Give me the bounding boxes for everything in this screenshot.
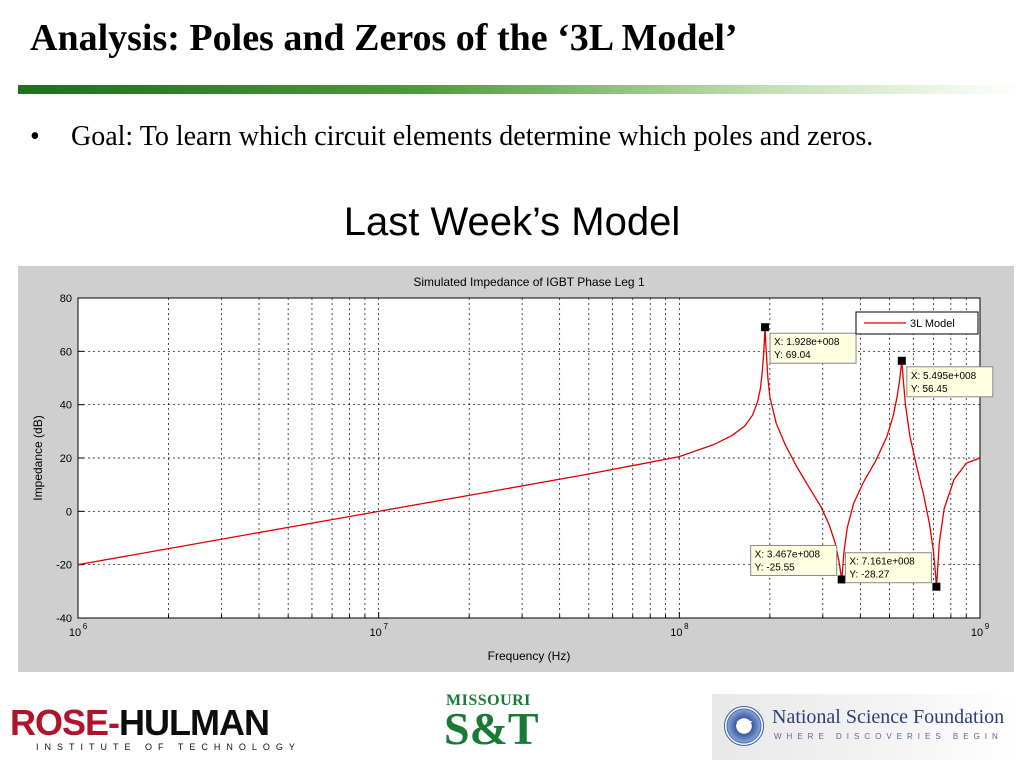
datatip-marker	[837, 575, 846, 584]
y-tick-label: 60	[60, 346, 72, 358]
series-layer	[77, 327, 981, 587]
y-tick-label: 40	[60, 400, 72, 412]
datatip-y-label: Y: 56.45	[911, 384, 948, 395]
datatip-x-label: X: 1.928e+008	[774, 337, 840, 348]
x-tick-exponent: 9	[985, 622, 990, 631]
x-tick-exponent: 7	[383, 622, 388, 631]
y-tick-label: 20	[60, 453, 72, 465]
datatip-box	[844, 552, 932, 584]
x-tick-exponent: 6	[83, 622, 88, 631]
rose-hulman-subtitle: INSTITUTE OF TECHNOLOGY	[36, 742, 301, 752]
rose-hulman-logo: ROSE-HULMAN INSTITUTE OF TECHNOLOGY	[10, 704, 295, 754]
nsf-seal-text: NSF	[736, 720, 752, 729]
rose-hulman-wordmark-red: ROSE-	[10, 702, 120, 743]
datatip-x-label: X: 3.467e+008	[755, 549, 821, 560]
title-rule	[18, 85, 1022, 94]
rose-hulman-wordmark: ROSE-HULMAN	[10, 702, 270, 743]
nsf-tagline: WHERE DISCOVERIES BEGIN	[774, 732, 1003, 741]
st-wordmark: S&T	[444, 703, 539, 754]
legend-box	[855, 311, 979, 335]
datatip-marker	[897, 356, 906, 365]
slide-title: Analysis: Poles and Zeros of the ‘3L Mod…	[30, 17, 738, 59]
legend-label: 3L Model	[910, 318, 955, 330]
datatip-marker	[932, 582, 941, 591]
x-tick-label: 10	[69, 627, 81, 639]
nsf-seal-icon: NSF	[724, 706, 764, 746]
y-tick-label: -20	[56, 560, 72, 572]
y-tick-label: 0	[66, 506, 72, 518]
bullet-marker: •	[30, 121, 40, 152]
legend: 3L Model	[855, 311, 979, 335]
y-axis-label: Impedance (dB)	[31, 415, 45, 500]
nsf-logo: NSF National Science Foundation WHERE DI…	[712, 694, 1017, 760]
datatip-x-label: X: 5.495e+008	[911, 371, 977, 382]
x-tick-label: 10	[670, 627, 682, 639]
x-tick-label: 10	[370, 627, 382, 639]
figure-window: 80 60 40 20 0 -20 -40 10 6 10 7 10 8 10 9 X: 1.928e+00…	[18, 266, 1014, 672]
datatip-x-label: X: 7.161e+008	[849, 557, 915, 568]
x-axis-label: Frequency (Hz)	[488, 649, 571, 663]
datatip-box	[750, 544, 838, 576]
datatip-y-label: Y: 69.04	[774, 350, 811, 361]
datatip-box	[906, 366, 994, 398]
series-line-3l-model	[77, 327, 981, 587]
datatip-marker	[761, 323, 770, 332]
bullet-text: Goal: To learn which circuit elements de…	[71, 121, 874, 152]
y-tick-label: -40	[56, 613, 72, 625]
missouri-wordmark: MISSOURI	[446, 692, 531, 709]
datatip-y-label: Y: -25.55	[755, 562, 795, 573]
datatip-layer: X: 1.928e+008 Y: 69.04 X: 5.495e+008 Y: 56.…	[750, 323, 994, 591]
missouri-st-logo: MISSOURI S&T	[440, 692, 539, 762]
datatip-box	[769, 332, 857, 364]
rose-hulman-wordmark-dark: HULMAN	[119, 702, 270, 743]
x-tick-exponent: 8	[684, 622, 689, 631]
y-tick-label: 80	[60, 293, 72, 305]
chart-title: Simulated Impedance of IGBT Phase Leg 1	[413, 275, 645, 289]
slide-subtitle: Last Week’s Model	[343, 200, 681, 244]
x-tick-label: 10	[971, 627, 983, 639]
datatip-y-label: Y: -28.27	[849, 570, 889, 581]
nsf-name: National Science Foundation	[772, 706, 1005, 728]
